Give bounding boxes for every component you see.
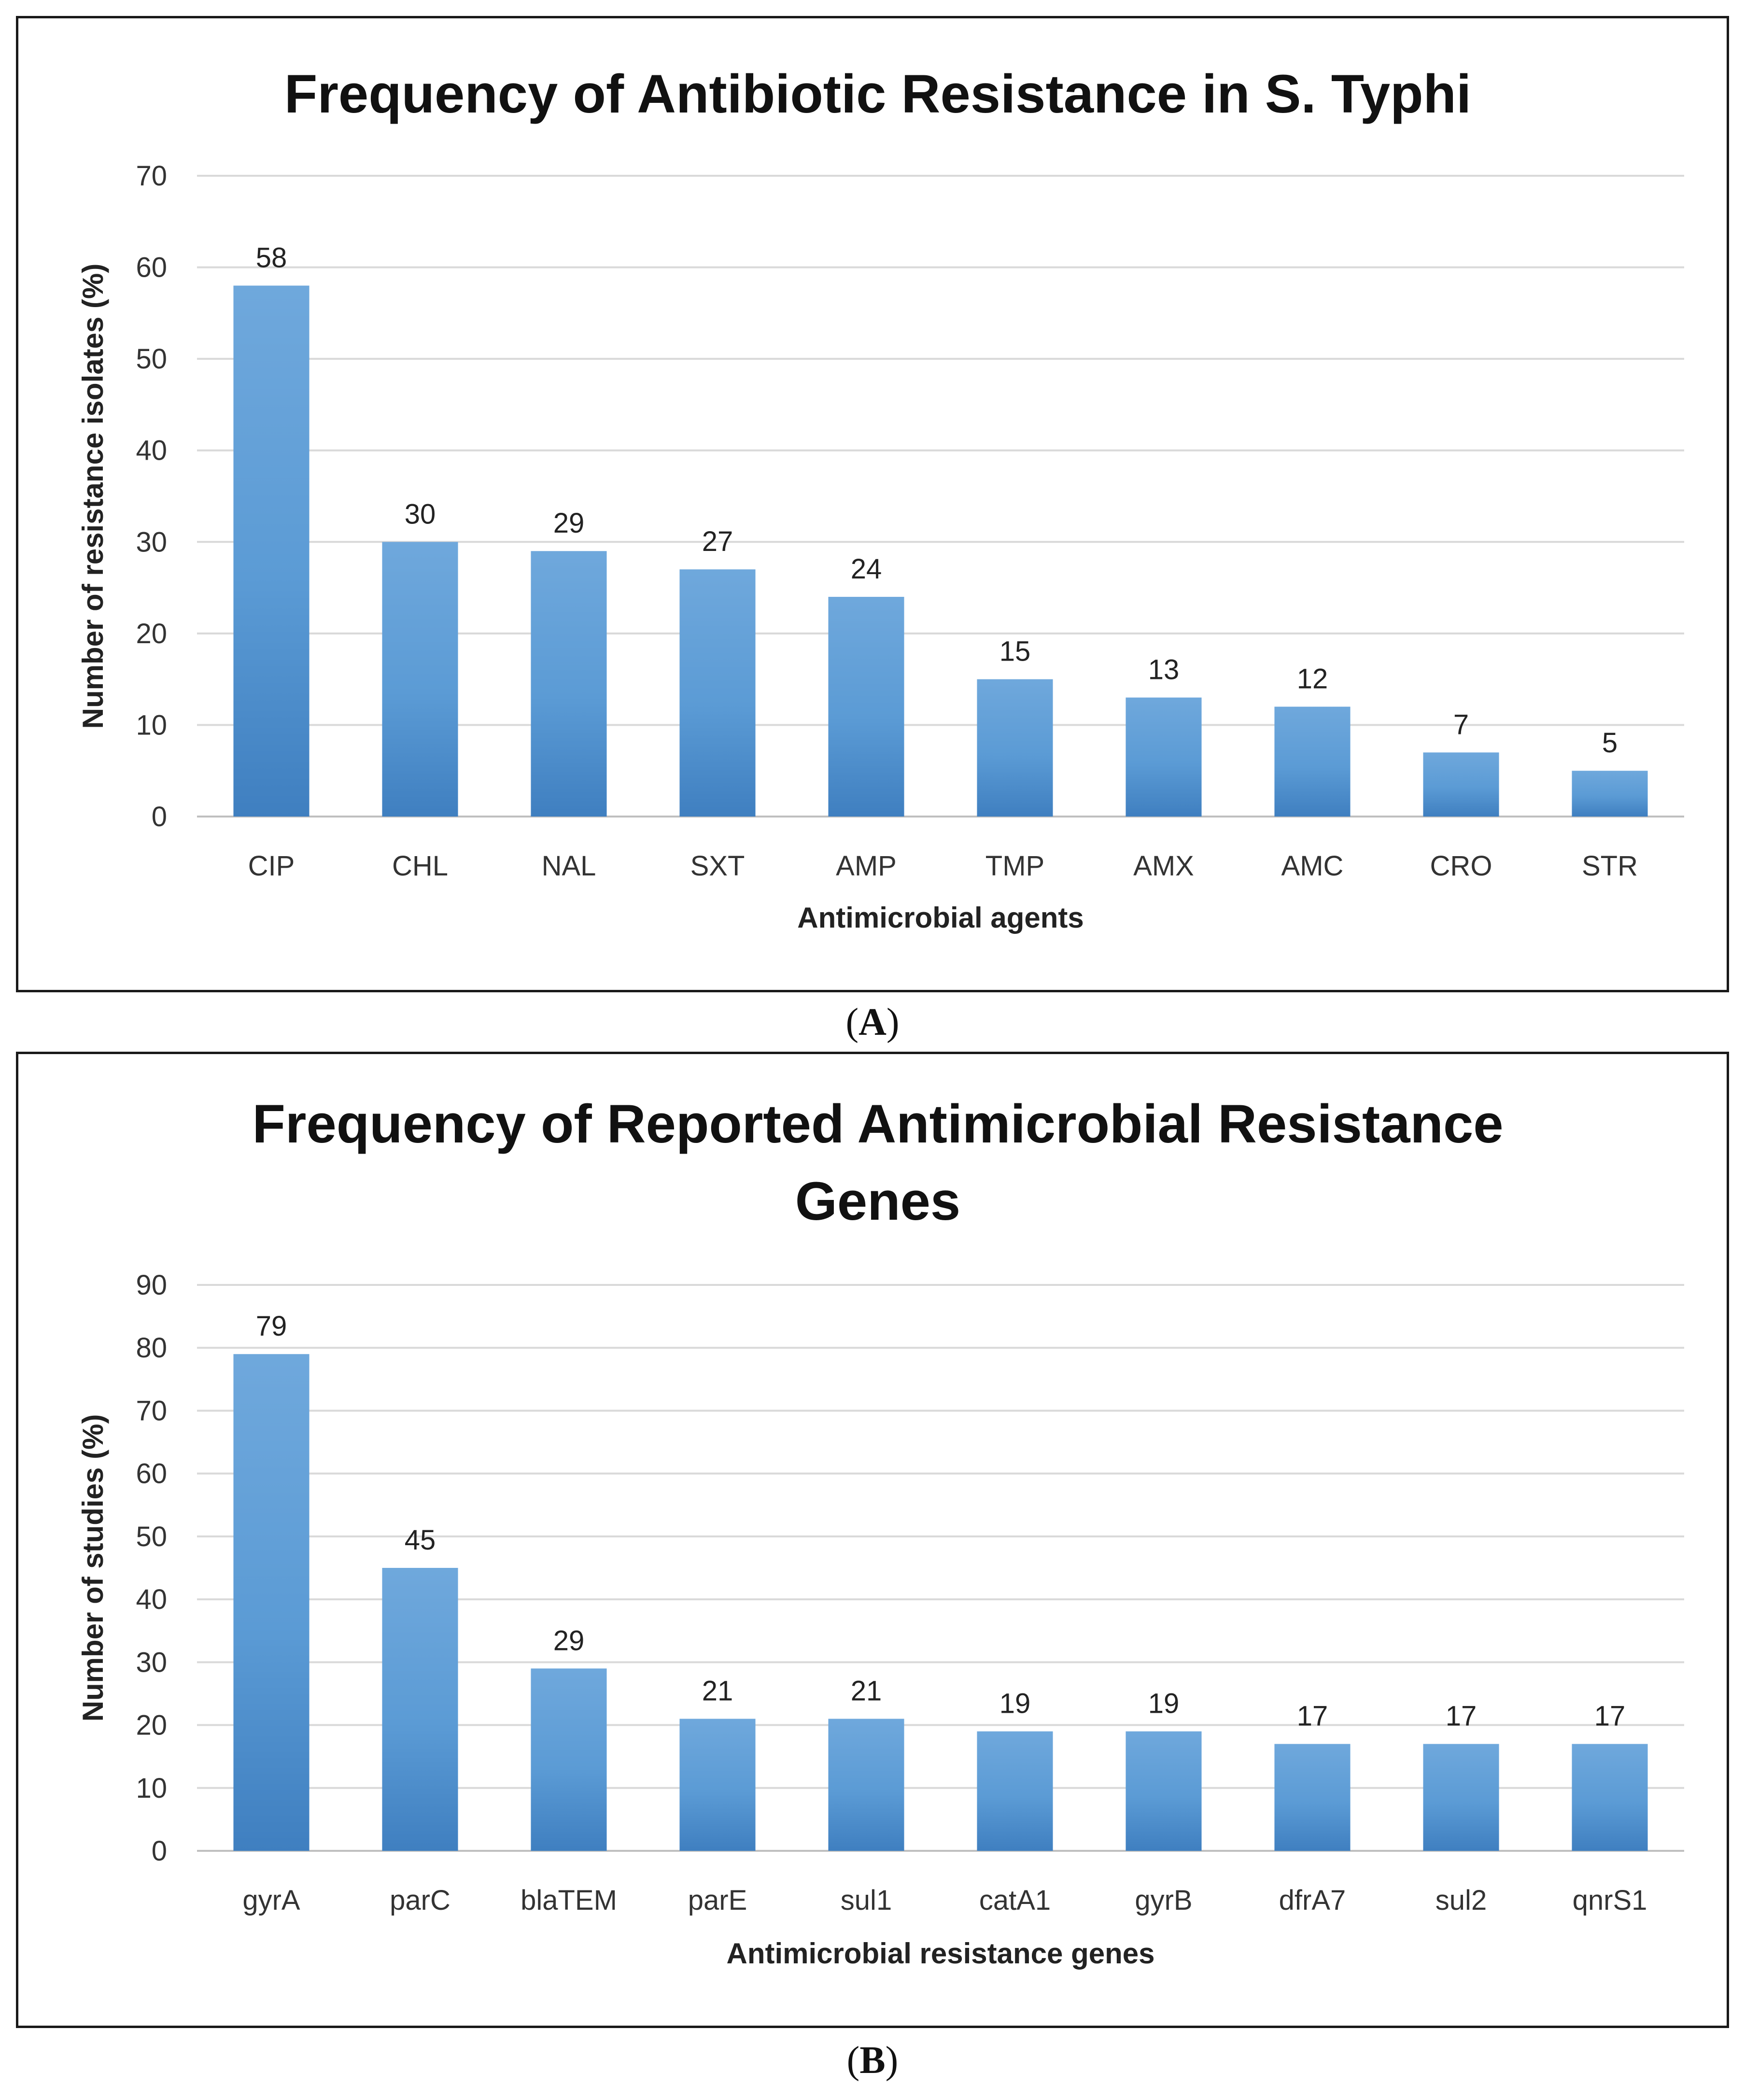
data-label-parC: 45: [405, 1524, 436, 1556]
bar-TMP: [977, 679, 1053, 817]
bar-CIP: [233, 285, 310, 817]
x-tick-label-parE: parE: [688, 1885, 747, 1916]
y-tick-label: 90: [136, 1269, 167, 1301]
x-axis-label: Antimicrobial agents: [797, 902, 1084, 934]
bar-AMC: [1274, 706, 1351, 817]
data-label-AMP: 24: [851, 553, 882, 585]
y-tick-label: 50: [136, 343, 167, 375]
y-tick-label: 10: [136, 709, 167, 741]
bar-AMX: [1126, 697, 1202, 817]
bar-NAL: [531, 551, 607, 817]
x-axis-label: Antimicrobial resistance genes: [727, 1937, 1155, 1970]
data-label-CRO: 7: [1453, 709, 1469, 740]
data-label-catA1: 19: [999, 1688, 1031, 1719]
chart-a-svg: Frequency of Antibiotic Resistance in S.…: [77, 64, 1684, 934]
y-tick-label: 70: [136, 160, 167, 192]
caption-a-letter: A: [858, 1001, 887, 1043]
y-tick-label: 40: [136, 435, 167, 466]
bar-dfrA7: [1274, 1744, 1351, 1851]
y-tick-label: 30: [136, 1647, 167, 1678]
bar-STR: [1572, 771, 1648, 817]
y-tick-label: 20: [136, 1710, 167, 1741]
data-label-CIP: 58: [256, 242, 287, 273]
caption-b: (B): [846, 2039, 899, 2082]
x-tick-label-STR: STR: [1582, 850, 1638, 882]
x-tick-label-blaTEM: blaTEM: [521, 1885, 617, 1916]
bar-gyrB: [1126, 1731, 1202, 1851]
bar-parE: [679, 1719, 756, 1851]
bar-SXT: [679, 569, 756, 817]
y-axis-label: Number of studies (%): [77, 1414, 109, 1722]
bar-qnrS1: [1572, 1744, 1648, 1851]
x-tick-label-catA1: catA1: [979, 1885, 1051, 1916]
y-tick-label: 10: [136, 1773, 167, 1804]
y-tick-label: 0: [152, 801, 167, 832]
y-tick-label: 80: [136, 1332, 167, 1364]
data-label-blaTEM: 29: [553, 1625, 585, 1656]
caption-b-letter: B: [859, 2039, 886, 2082]
bar-sul2: [1423, 1744, 1499, 1851]
caption-a: (A): [845, 1001, 900, 1043]
bar-sul1: [828, 1719, 904, 1851]
x-tick-label-gyrB: gyrB: [1135, 1885, 1192, 1916]
data-label-STR: 5: [1602, 727, 1618, 759]
x-tick-label-parC: parC: [390, 1885, 450, 1916]
chart-b-svg: Frequency of Reported Antimicrobial Resi…: [77, 1094, 1684, 1970]
y-tick-label: 40: [136, 1584, 167, 1615]
data-label-CHL: 30: [405, 498, 436, 530]
y-axis-label: Number of resistance isolates (%): [77, 264, 109, 729]
x-tick-label-SXT: SXT: [690, 850, 745, 882]
x-tick-label-NAL: NAL: [542, 850, 596, 882]
x-tick-label-dfrA7: dfrA7: [1279, 1885, 1346, 1916]
data-label-qnrS1: 17: [1594, 1701, 1626, 1732]
x-tick-label-qnrS1: qnrS1: [1573, 1885, 1647, 1916]
bar-CHL: [382, 542, 458, 817]
bar-AMP: [828, 597, 904, 817]
data-label-NAL: 29: [553, 507, 585, 539]
chart-title-line: Frequency of Reported Antimicrobial Resi…: [252, 1094, 1503, 1154]
x-tick-label-TMP: TMP: [985, 850, 1044, 882]
data-label-sul2: 17: [1446, 1701, 1477, 1732]
y-tick-label: 50: [136, 1521, 167, 1552]
y-tick-label: 70: [136, 1395, 167, 1426]
data-label-dfrA7: 17: [1297, 1701, 1328, 1732]
data-label-gyrA: 79: [256, 1311, 287, 1342]
bar-catA1: [977, 1731, 1053, 1851]
x-tick-label-CRO: CRO: [1430, 850, 1492, 882]
y-tick-label: 60: [136, 252, 167, 283]
x-tick-label-sul2: sul2: [1435, 1885, 1487, 1916]
x-tick-label-AMX: AMX: [1133, 850, 1194, 882]
x-tick-label-CHL: CHL: [392, 850, 448, 882]
bar-CRO: [1423, 752, 1499, 817]
chart-panel-a: Frequency of Antibiotic Resistance in S.…: [16, 16, 1729, 992]
chart-title-line: Genes: [795, 1171, 960, 1231]
x-tick-label-AMP: AMP: [836, 850, 897, 882]
data-label-AMC: 12: [1297, 663, 1328, 695]
data-label-sul1: 21: [851, 1676, 882, 1707]
bar-blaTEM: [531, 1668, 607, 1851]
y-tick-label: 0: [152, 1835, 167, 1867]
x-tick-label-gyrA: gyrA: [242, 1885, 300, 1916]
chart-title-line: Frequency of Antibiotic Resistance in S.…: [284, 64, 1471, 124]
bar-gyrA: [233, 1354, 310, 1851]
x-tick-label-sul1: sul1: [841, 1885, 892, 1916]
x-tick-label-CIP: CIP: [248, 850, 295, 882]
data-label-SXT: 27: [702, 526, 733, 557]
y-tick-label: 30: [136, 526, 167, 558]
data-label-AMX: 13: [1148, 654, 1180, 686]
y-tick-label: 60: [136, 1458, 167, 1490]
data-label-parE: 21: [702, 1676, 733, 1707]
bar-parC: [382, 1568, 458, 1851]
data-label-TMP: 15: [999, 636, 1031, 667]
data-label-gyrB: 19: [1148, 1688, 1180, 1719]
x-tick-label-AMC: AMC: [1281, 850, 1344, 882]
y-tick-label: 20: [136, 618, 167, 649]
chart-panel-b: Frequency of Reported Antimicrobial Resi…: [16, 1052, 1729, 2028]
